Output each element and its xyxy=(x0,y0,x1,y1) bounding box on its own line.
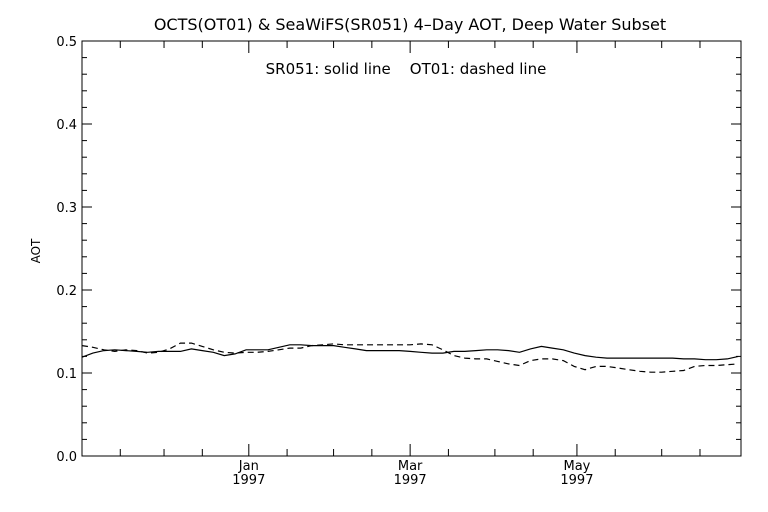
x-tick-month: May xyxy=(563,459,590,474)
y-tick-label: 0.1 xyxy=(56,367,77,382)
y-tick-label: 0.5 xyxy=(56,35,77,50)
x-tick-month: Jan xyxy=(238,459,259,474)
y-tick-label: 0.3 xyxy=(56,201,77,216)
y-axis-label: AOT xyxy=(29,238,43,263)
y-axis-ticks: 0.0 0.1 0.2 0.3 0.4 0.5 xyxy=(56,35,741,465)
x-tick-month: Mar xyxy=(398,459,423,474)
line-style-annotation: SR051: solid line OT01: dashed line xyxy=(266,60,547,78)
y-tick-label: 0.4 xyxy=(56,118,77,133)
series-lines xyxy=(81,342,739,373)
plot-frame xyxy=(81,40,742,457)
x-tick-year: 1997 xyxy=(232,473,265,488)
series-line-solid xyxy=(81,344,739,361)
x-tick-year: 1997 xyxy=(560,473,593,488)
y-tick-label: 0.0 xyxy=(56,450,77,465)
series-line-dashed xyxy=(81,342,739,373)
x-tick-year: 1997 xyxy=(394,473,427,488)
chart-title: OCTS(OT01) & SeaWiFS(SR051) 4–Day AOT, D… xyxy=(154,15,666,34)
y-tick-label: 0.2 xyxy=(56,284,77,299)
